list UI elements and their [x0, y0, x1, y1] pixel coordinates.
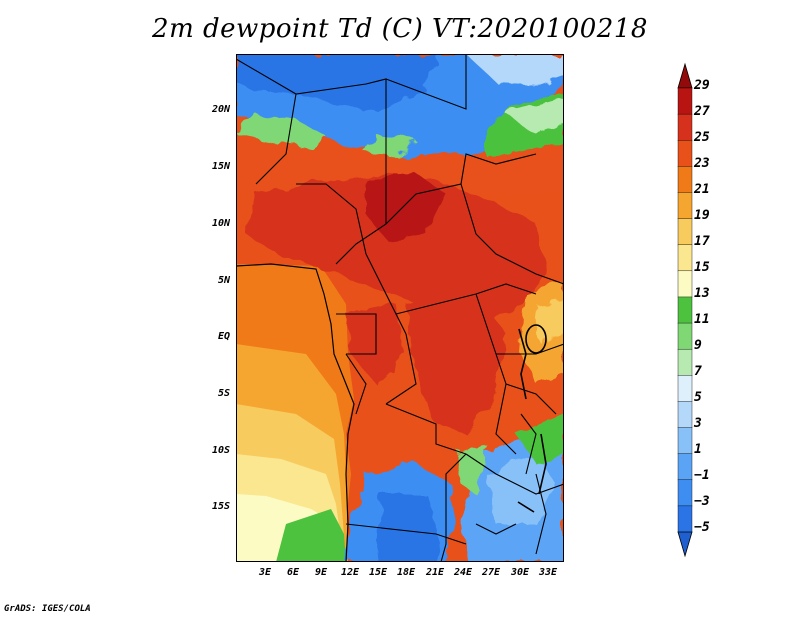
- east-light-green: [506, 99, 564, 134]
- y-label-15n: 15N: [211, 161, 230, 172]
- colorbar-bin: [677, 453, 693, 481]
- country-borders: [236, 54, 564, 562]
- colorbar: [677, 62, 693, 558]
- x-label-18e: 18E: [396, 567, 416, 578]
- x-label-27e: 27E: [481, 567, 501, 578]
- cb-label-27: 27: [694, 104, 710, 119]
- chart-title: 2m dewpoint Td (C) VT:2020100218: [152, 14, 648, 44]
- cb-label-neg3: −3: [694, 494, 710, 509]
- colorbar-bin: [677, 270, 693, 298]
- credit-text: GrADS: IGES/COLA: [4, 604, 91, 614]
- y-label-20n: 20N: [211, 104, 230, 115]
- dewpoint-map: [236, 54, 564, 562]
- sahel-green-west: [236, 114, 326, 149]
- colorbar-bin: [677, 192, 693, 220]
- colorbar-bin: [677, 113, 693, 141]
- namibia-driest: [376, 494, 441, 562]
- colorbar-bin: [677, 427, 693, 455]
- y-label-15s: 15S: [211, 501, 230, 512]
- y-label-eq: EQ: [217, 331, 230, 342]
- colorbar-bin: [677, 140, 693, 167]
- colorbar-bin: [677, 166, 693, 193]
- x-label-15e: 15E: [368, 567, 388, 578]
- map-frame: [236, 54, 564, 562]
- tanzania-green: [516, 414, 564, 464]
- y-label-10s: 10S: [211, 445, 230, 456]
- lake-kariba: [517, 501, 535, 513]
- x-label-6e: 6E: [286, 567, 300, 578]
- y-label-5s: 5S: [217, 388, 230, 399]
- colorbar-bin: [677, 244, 693, 272]
- sahel-green-central: [366, 134, 416, 156]
- cb-label-19: 19: [694, 208, 710, 223]
- x-label-33e: 33E: [538, 567, 558, 578]
- cb-label-29: 29: [694, 78, 710, 93]
- lakes: [517, 324, 547, 513]
- map-canvas: [236, 54, 564, 562]
- colorbar-bin: [677, 505, 693, 533]
- cb-label-23: 23: [694, 156, 710, 171]
- cb-label-15: 15: [694, 260, 710, 275]
- coastline: [236, 263, 355, 562]
- y-label-10n: 10N: [211, 218, 230, 229]
- colorbar-bin: [677, 375, 693, 402]
- cb-label-neg1: −1: [694, 468, 710, 483]
- cb-label-neg5: −5: [694, 520, 710, 535]
- x-label-9e: 9E: [314, 567, 328, 578]
- lake-tanganyika: [518, 328, 527, 400]
- cb-label-5: 5: [694, 390, 702, 405]
- cb-label-11: 11: [694, 312, 710, 327]
- sahel-orange: [236, 139, 564, 194]
- colorbar-top-arrow: [677, 62, 693, 89]
- x-label-24e: 24E: [453, 567, 473, 578]
- cb-label-21: 21: [694, 182, 710, 197]
- cb-label-13: 13: [694, 286, 710, 301]
- cb-label-7: 7: [694, 364, 702, 379]
- colorbar-bin: [677, 401, 693, 429]
- x-label-30e: 30E: [510, 567, 530, 578]
- east-highlands-2: [536, 299, 564, 344]
- colorbar-bin: [677, 296, 693, 324]
- humid-core: [246, 174, 546, 324]
- lake-malawi: [538, 433, 547, 495]
- congo-core: [406, 294, 506, 434]
- cb-label-3: 3: [694, 416, 702, 431]
- colorbar-bin: [677, 479, 693, 507]
- x-label-12e: 12E: [340, 567, 360, 578]
- cb-label-17: 17: [694, 234, 710, 249]
- colorbar-bottom-arrow: [677, 531, 693, 558]
- y-label-5n: 5N: [217, 275, 230, 286]
- colorbar-bin: [677, 322, 693, 350]
- cb-label-25: 25: [694, 130, 710, 145]
- ne-light: [466, 54, 564, 84]
- colorbar-bin: [677, 348, 693, 376]
- atlantic-green: [276, 509, 346, 562]
- x-label-21e: 21E: [425, 567, 445, 578]
- cb-label-9: 9: [694, 338, 702, 353]
- colorbar-bin: [677, 87, 693, 115]
- cb-label-1: 1: [694, 442, 702, 457]
- zambia-moderate: [486, 454, 556, 524]
- colorbar-bin: [677, 218, 693, 246]
- lake-victoria: [525, 324, 547, 354]
- x-label-3e: 3E: [258, 567, 272, 578]
